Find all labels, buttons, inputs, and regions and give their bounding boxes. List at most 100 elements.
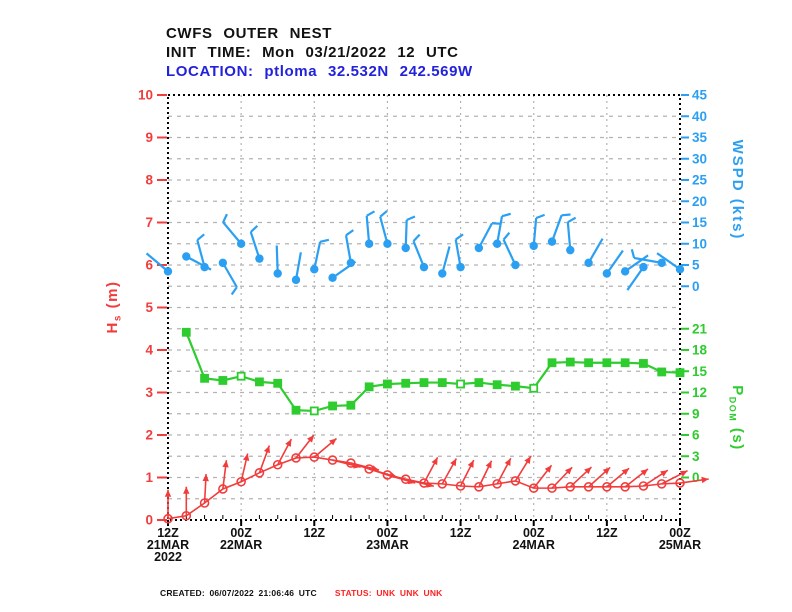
- arrow-head: [263, 445, 270, 454]
- wind-point: [328, 273, 337, 282]
- hs-point: [620, 482, 630, 492]
- wind-staff: [496, 215, 504, 244]
- init-time-text: INIT TIME: Mon 03/21/2022 12 UTC: [166, 44, 459, 61]
- hs-point: [510, 476, 521, 486]
- wind-point: [255, 254, 264, 263]
- wind-staff: [566, 222, 572, 251]
- location-label: LOCATION:: [166, 63, 254, 80]
- chart-footer: CREATED: 06/07/2022 21:06:46 UTC STATUS: …: [160, 567, 458, 612]
- pdom-tick-label: 15: [692, 364, 708, 379]
- footer-created-line: CREATED: 06/07/2022 21:06:46 UTC STATUS: …: [160, 588, 458, 599]
- hs-tick-label: 10: [138, 88, 153, 103]
- pdom-point: [200, 373, 209, 383]
- arrow-head: [222, 460, 229, 468]
- wind-staff: [379, 216, 389, 245]
- left-axis: 0 1 2 3 4 5 6 7 8 9 10 Hs (m): [104, 88, 167, 528]
- wspd-tick-label: 45: [692, 88, 708, 103]
- pdom-point: [437, 378, 447, 387]
- pdom-series: [181, 327, 685, 416]
- x-tick-label: 23MAR: [366, 538, 408, 552]
- wind-point: [383, 239, 392, 248]
- hs-point: [437, 479, 448, 489]
- arrow-head: [602, 467, 611, 475]
- wind-staff: [222, 221, 242, 245]
- pdom-point: [236, 371, 246, 381]
- wind-staff: [587, 238, 604, 264]
- pdom-point: [328, 401, 337, 411]
- hs-point: [181, 510, 192, 521]
- arrow-head: [242, 453, 250, 462]
- x-tick-label: 2022: [154, 550, 182, 564]
- wind-barb-tick: [345, 229, 354, 237]
- wspd-series: [145, 210, 685, 296]
- pdom-axis: 21 18 15 12 9 6 3 0 PDOM (s): [681, 321, 746, 485]
- arrow-head: [307, 435, 314, 443]
- x-tick-label: 25MAR: [659, 538, 701, 552]
- pdom-tick-label: 21: [692, 321, 708, 336]
- pdom-point: [602, 358, 612, 368]
- arrow-head: [183, 486, 190, 494]
- pdom-point: [346, 400, 356, 410]
- wind-staff: [249, 231, 261, 259]
- hs-point: [474, 482, 484, 492]
- wind-staff: [412, 240, 426, 268]
- hs-point: [400, 474, 411, 485]
- wind-point: [584, 258, 593, 268]
- hs-point: [547, 483, 557, 493]
- hs-point: [346, 458, 356, 468]
- wind-point: [639, 262, 648, 272]
- arrow-head: [640, 468, 648, 476]
- wind-point: [346, 258, 356, 268]
- wind-staff: [196, 239, 206, 268]
- wspd-tick-label: 5: [692, 258, 700, 273]
- wind-point: [602, 269, 612, 278]
- hs-point: [602, 482, 612, 492]
- wspd-axis-title: WSPD (kts): [729, 140, 746, 241]
- wind-staff: [145, 252, 169, 273]
- wind-point: [657, 258, 666, 268]
- pdom-point: [657, 367, 667, 377]
- hs-point: [455, 481, 466, 491]
- pdom-point: [181, 327, 191, 337]
- wind-staff: [365, 215, 371, 244]
- wind-staff: [550, 214, 563, 243]
- wind-point: [438, 269, 447, 278]
- hs-tick-label: 0: [145, 513, 153, 528]
- wind-staff: [656, 252, 681, 271]
- arrow-head: [660, 470, 668, 477]
- wind-barb-tick: [366, 210, 376, 217]
- x-tick-label: 12Z: [450, 526, 472, 540]
- gridlines: [168, 95, 680, 520]
- wind-barb-tick: [196, 233, 205, 241]
- pdom-axis-title: PDOM (s): [728, 385, 747, 451]
- arrow-head: [544, 465, 552, 473]
- pdom-point: [492, 380, 502, 390]
- wind-point: [182, 252, 191, 261]
- wind-barb-tick: [501, 212, 511, 218]
- hs-point: [163, 513, 173, 524]
- pdom-point: [456, 379, 465, 389]
- wspd-tick-label: 0: [692, 279, 700, 294]
- x-tick-label: 21MAR: [147, 538, 189, 552]
- x-tick-label: 12Z: [596, 526, 618, 540]
- wind-point: [273, 269, 282, 278]
- pdom-point: [419, 378, 429, 387]
- wind-staff: [454, 239, 462, 268]
- wind-staff: [502, 239, 517, 266]
- wind-staff: [626, 266, 645, 291]
- wind-staff: [313, 241, 322, 270]
- hs-tick-label: 9: [145, 130, 153, 145]
- status-text: STATUS: UNK UNK UNK: [334, 588, 443, 598]
- hs-point: [218, 484, 228, 494]
- hs-point: [638, 481, 649, 491]
- x-tick-label: 12Z: [157, 526, 179, 540]
- arrow-head: [329, 438, 337, 446]
- wind-point: [401, 243, 410, 253]
- wind-staff: [275, 245, 279, 274]
- wind-staff: [344, 235, 352, 264]
- x-tick-label: 22MAR: [220, 538, 262, 552]
- wind-point: [218, 258, 228, 268]
- wind-point: [419, 262, 429, 272]
- wspd-tick-label: 40: [692, 109, 707, 124]
